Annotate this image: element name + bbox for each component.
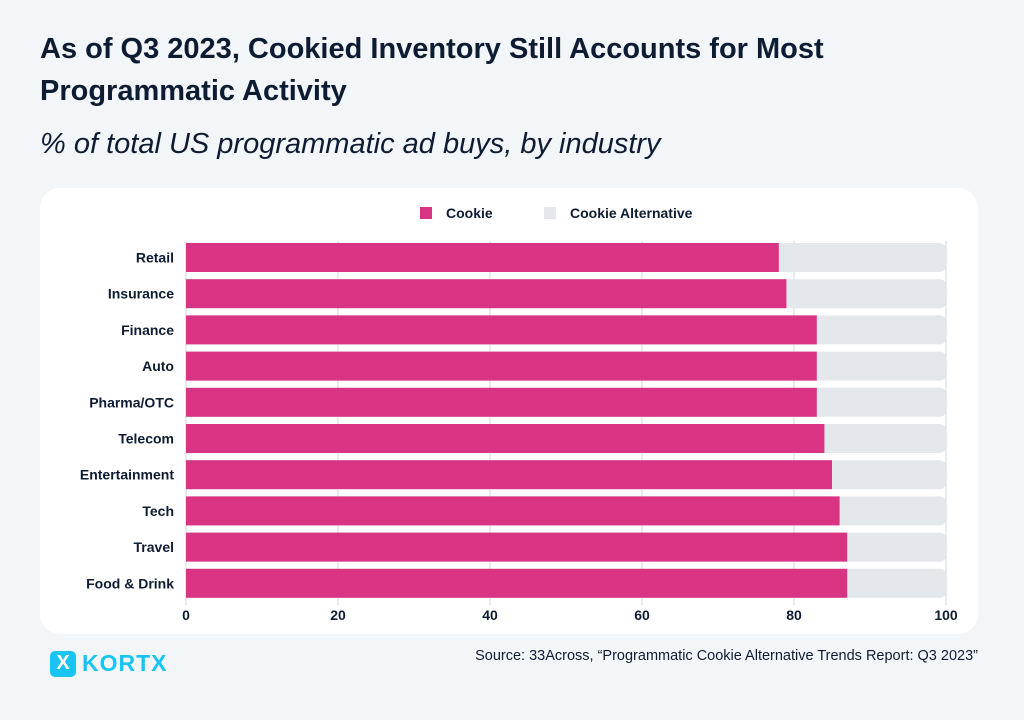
category-label: Finance bbox=[121, 322, 174, 338]
bar-cookie bbox=[186, 351, 817, 381]
category-label: Auto bbox=[142, 358, 174, 374]
bar-cookie bbox=[186, 279, 787, 309]
bar-cookie bbox=[186, 460, 832, 490]
legend-label-cookie-alternative: Cookie Alternative bbox=[570, 205, 693, 221]
category-label: Tech bbox=[142, 503, 174, 519]
category-label: Travel bbox=[134, 539, 174, 555]
legend-swatch-cookie bbox=[420, 207, 432, 219]
legend-label-cookie: Cookie bbox=[446, 205, 493, 221]
category-label: Insurance bbox=[108, 286, 174, 302]
logo-text: KORTX bbox=[82, 650, 168, 676]
category-label: Entertainment bbox=[80, 467, 174, 483]
chart-subtitle: % of total US programmatic ad buys, by i… bbox=[40, 128, 661, 160]
category-label: Food & Drink bbox=[86, 575, 174, 591]
legend-swatch-cookie-alternative bbox=[544, 207, 556, 219]
bar-cookie bbox=[186, 532, 848, 562]
category-label: Pharma/OTC bbox=[89, 394, 174, 410]
bar-cookie bbox=[186, 243, 779, 272]
kortx-logo: X KORTX bbox=[50, 650, 168, 677]
bar-cookie bbox=[186, 387, 817, 417]
x-tick-label: 100 bbox=[934, 607, 958, 623]
source-note: Source: 33Across, “Programmatic Cookie A… bbox=[475, 648, 978, 664]
chart-title: As of Q3 2023, Cookied Inventory Still A… bbox=[40, 33, 824, 107]
x-tick-label: 0 bbox=[182, 607, 190, 623]
bar-cookie bbox=[186, 315, 817, 345]
bar-cookie bbox=[186, 568, 848, 598]
x-tick-label: 20 bbox=[330, 607, 346, 623]
x-tick-label: 80 bbox=[786, 607, 802, 623]
x-tick-label: 60 bbox=[634, 607, 650, 623]
category-label: Retail bbox=[136, 250, 174, 266]
bar-cookie bbox=[186, 424, 825, 453]
bar-cookie bbox=[186, 496, 840, 526]
x-tick-label: 40 bbox=[482, 607, 498, 623]
logo-x-icon: X bbox=[50, 650, 76, 677]
category-label: Telecom bbox=[118, 431, 174, 447]
